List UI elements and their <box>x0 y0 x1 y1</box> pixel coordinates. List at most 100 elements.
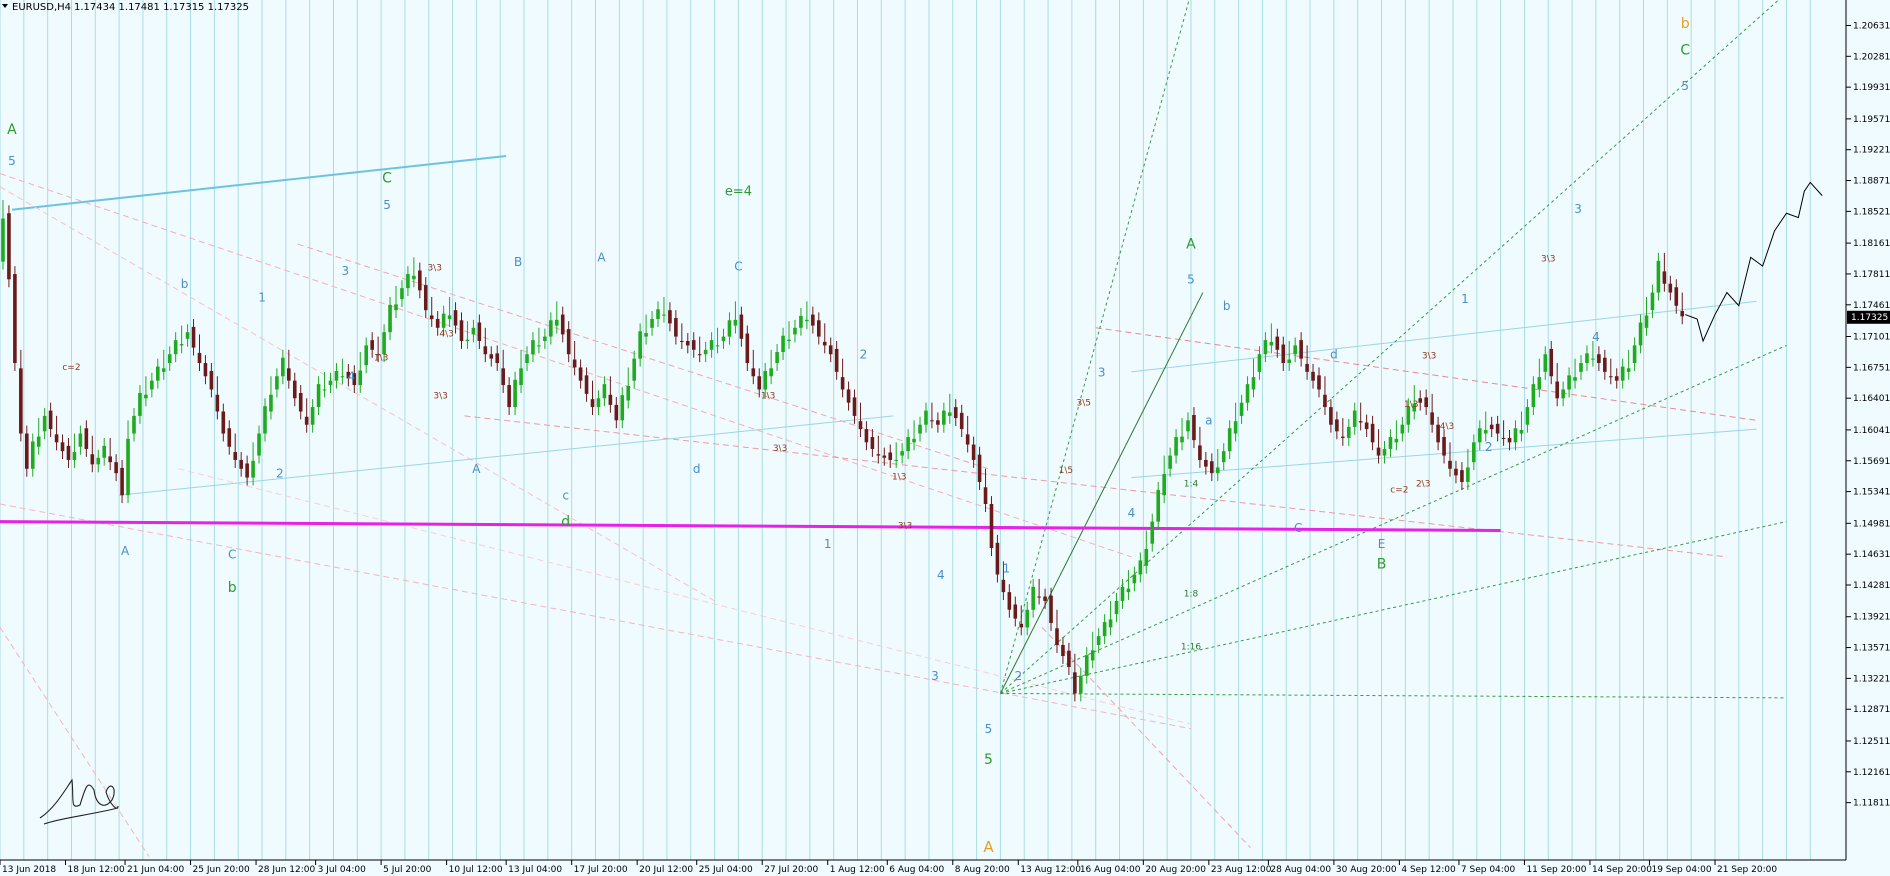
candle-body <box>697 354 702 356</box>
candle-body <box>352 373 357 386</box>
candle-body <box>1007 592 1012 610</box>
price-tick-label: 1.19221 <box>1853 146 1890 156</box>
candle-body <box>519 368 523 386</box>
candle-body <box>864 429 869 443</box>
candle-body <box>554 319 559 326</box>
candle-body <box>822 341 827 346</box>
candle-body <box>1239 402 1244 416</box>
projection-path-layer <box>1685 181 1823 343</box>
price-tick-label: 1.17811 <box>1853 270 1890 280</box>
candle-body <box>1227 428 1232 452</box>
wave-label: 2\3 <box>1416 479 1430 489</box>
wave-label: 1 <box>1461 292 1469 306</box>
collapse-triangle-icon[interactable] <box>2 4 8 8</box>
candle-body <box>549 320 553 337</box>
candle-body <box>287 368 291 381</box>
candle-body <box>138 392 142 416</box>
current-price-box <box>1847 310 1890 324</box>
candle-body <box>78 433 83 447</box>
candle-body <box>1186 420 1190 432</box>
candle-body <box>429 315 434 319</box>
candle-body <box>608 394 613 405</box>
candle-body <box>668 310 672 324</box>
wave-label: A <box>121 544 130 558</box>
candle-body <box>1204 459 1208 467</box>
candle-body <box>1358 421 1363 423</box>
candle-body <box>1418 398 1423 403</box>
candle-body <box>1329 407 1333 425</box>
time-tick-label: 23 Aug 12:00 <box>1211 865 1272 875</box>
time-tick-label: 25 Jun 20:00 <box>193 865 250 875</box>
wave-label: E <box>1378 537 1386 551</box>
candle-body <box>560 314 565 335</box>
candle-body <box>650 318 654 328</box>
candle-body <box>751 368 756 377</box>
candle-body <box>602 384 607 399</box>
candle-body <box>7 213 11 280</box>
candle-body <box>1311 371 1315 381</box>
candle-body <box>72 452 77 460</box>
trendline <box>999 292 1204 694</box>
candle-body <box>275 376 279 390</box>
candle-body <box>1370 423 1375 443</box>
candle-body <box>739 314 744 339</box>
candle-body <box>1168 455 1172 469</box>
candle-body <box>1501 437 1506 439</box>
candle-body <box>292 380 297 399</box>
candle-body <box>1269 341 1274 346</box>
candle-body <box>537 345 541 347</box>
wave-label: 1:8 <box>1184 590 1199 600</box>
wave-label: 4 <box>1592 330 1600 344</box>
candle-body <box>346 371 351 379</box>
wave-label: B <box>514 255 522 269</box>
wave-label: A <box>1186 236 1196 252</box>
candle-body <box>412 275 416 280</box>
candle-body <box>685 341 690 346</box>
time-tick-label: 1 Aug 12:00 <box>830 865 885 875</box>
candle-body <box>644 333 648 337</box>
candle-body <box>1507 437 1512 443</box>
candle-body <box>459 320 464 342</box>
candle-body <box>1466 467 1470 482</box>
candle-body <box>1055 628 1059 645</box>
trendline <box>1000 344 1787 694</box>
candle-body <box>310 407 315 425</box>
candle-body <box>709 340 714 350</box>
price-tick-label: 1.20631 <box>1853 21 1890 31</box>
candle-body <box>1460 470 1464 482</box>
candle-body <box>1138 560 1143 575</box>
candle-body <box>1489 424 1494 430</box>
wave-label: 1:16 <box>1181 642 1201 652</box>
time-tick-label: 18 Jun 12:00 <box>68 865 125 875</box>
candle-body <box>531 340 535 355</box>
wave-label: c=2 <box>1390 486 1408 496</box>
candle-body <box>1025 609 1030 628</box>
candle-body <box>447 315 452 319</box>
time-tick-label: 3 Jul 04:00 <box>318 865 367 875</box>
wave-label: 3\3 <box>1422 352 1436 362</box>
price-tick-label: 1.17461 <box>1853 301 1890 311</box>
candle-body <box>42 415 47 432</box>
candle-body <box>150 380 154 390</box>
candle-body <box>1221 451 1226 463</box>
candle-body <box>1638 322 1643 346</box>
time-axis[interactable]: 13 Jun 2018 18 Jun 12:00 21 Jun 04:00 25 Ju… <box>0 860 1777 875</box>
candle-body <box>167 354 172 364</box>
wave-label: 1 <box>1003 562 1011 576</box>
wave-label: 3 <box>1574 202 1582 216</box>
price-tick-label: 1.13221 <box>1853 674 1890 684</box>
candle-body <box>721 336 726 342</box>
candle-body <box>1043 596 1047 601</box>
candle-body <box>781 335 785 353</box>
trendline <box>178 468 1192 725</box>
candle-body <box>1019 623 1024 628</box>
time-tick-label: 8 Aug 20:00 <box>955 865 1010 875</box>
candle-body <box>1341 436 1345 438</box>
candle-body <box>882 455 887 458</box>
candle-body <box>108 456 112 463</box>
candle-body <box>1233 421 1238 434</box>
price-axis[interactable]: 1.20631 1.20281 1.19931 1.19571 1.19221 1.188… <box>1846 21 1890 809</box>
